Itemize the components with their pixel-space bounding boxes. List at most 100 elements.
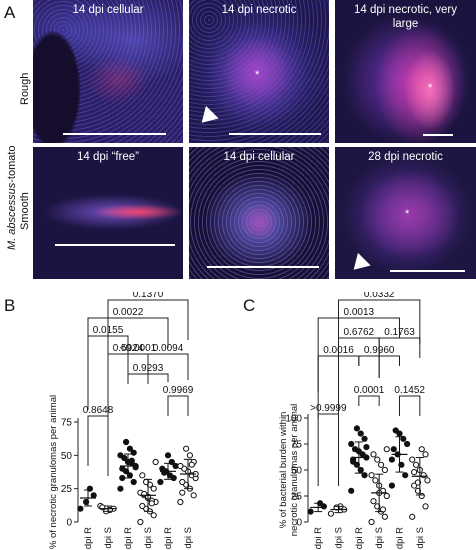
data-point <box>148 500 155 507</box>
tile-caption: 14 dpi “free” <box>76 151 139 163</box>
data-point <box>327 510 335 517</box>
data-point <box>123 438 130 446</box>
x-tick-label: 10 dpi S <box>103 527 114 550</box>
data-point <box>90 492 97 499</box>
data-point <box>363 444 370 451</box>
tile-caption: 14 dpi cellular <box>72 4 144 16</box>
data-point <box>383 492 390 500</box>
data-point <box>400 435 407 442</box>
x-tick-label: 10 dpi S <box>334 527 345 550</box>
panel-c-letter: C <box>243 296 256 315</box>
y-tick-label: 50 <box>291 466 303 477</box>
data-point <box>307 508 314 515</box>
data-point <box>117 485 124 492</box>
data-point <box>190 492 197 499</box>
necrosis-star: * <box>428 82 433 94</box>
data-point <box>188 461 195 468</box>
x-tick-label: 14 dpi S <box>374 527 385 550</box>
p-value-label: 0.0013 <box>344 307 375 318</box>
data-point <box>390 446 397 453</box>
arrowhead-icon <box>195 105 219 130</box>
tile-caption: 14 dpi necrotic, very large <box>354 4 457 30</box>
y-tick-label: 25 <box>291 492 303 503</box>
micrograph-tile-6: 28 dpi necrotic * <box>335 147 476 279</box>
data-point <box>152 458 159 466</box>
y-tick-label: 0 <box>296 518 302 529</box>
data-point <box>422 451 429 458</box>
data-point <box>166 472 173 479</box>
p-value-label: 0.8648 <box>83 405 114 416</box>
scale-bar <box>423 134 453 136</box>
x-tick-label: 28 dpi S <box>415 527 426 550</box>
data-point <box>361 435 368 442</box>
data-point <box>381 513 388 520</box>
data-point <box>424 477 431 484</box>
data-point <box>139 502 146 510</box>
y-axis-label: % of necrotic granulomas per animal <box>48 395 59 549</box>
micrograph-tile-4: 14 dpi “free” <box>33 147 183 279</box>
data-point <box>374 456 381 463</box>
comparison-bracket <box>338 299 421 394</box>
comparison-bracket <box>87 415 109 476</box>
comparison-bracket <box>167 395 189 416</box>
scale-bar <box>229 133 321 135</box>
data-point <box>348 440 355 448</box>
micrograph-tile-1: 14 dpi cellular <box>33 0 183 143</box>
y-tick-label: 0 <box>66 518 72 529</box>
x-tick-label: 28 dpi S <box>183 527 194 550</box>
p-value-label: 0.0001 <box>354 385 385 396</box>
data-point <box>383 446 390 453</box>
data-point <box>381 466 388 474</box>
micrograph-tile-2: 14 dpi necrotic * <box>189 0 329 143</box>
comparison-bracket <box>358 395 380 406</box>
comparison-bracket <box>317 317 400 392</box>
data-point <box>77 505 84 512</box>
data-point <box>186 452 193 459</box>
scale-bar <box>390 270 465 272</box>
data-point <box>412 461 420 468</box>
data-point <box>392 427 399 434</box>
micrograph-tile-3: 14 dpi necrotic, very large * <box>335 0 476 143</box>
data-point <box>402 472 409 479</box>
data-point <box>414 479 422 486</box>
data-point <box>357 466 364 474</box>
x-tick-label: 14 dpi S <box>143 527 154 550</box>
p-value-label: 0.9969 <box>163 385 194 396</box>
data-point <box>370 498 377 505</box>
data-point <box>130 478 137 486</box>
y-tick-label: 50 <box>61 451 73 462</box>
data-point <box>164 452 172 459</box>
data-point <box>117 452 124 459</box>
scale-bar <box>63 133 166 135</box>
x-tick-label: 28 dpi R <box>395 527 406 550</box>
data-point <box>139 472 146 479</box>
chart-c: 0 25 50 75 100% of bacterial burden within ne… <box>278 292 431 550</box>
tile-caption: 14 dpi necrotic <box>221 4 297 16</box>
data-point <box>388 482 395 489</box>
data-point <box>157 478 164 486</box>
data-point <box>377 461 385 468</box>
data-point <box>348 487 355 494</box>
p-value-label: 0.0022 <box>113 307 144 318</box>
data-point <box>119 465 126 472</box>
data-point <box>372 477 379 484</box>
scale-bar <box>207 266 319 268</box>
y-tick-label: 100 <box>285 414 302 425</box>
data-point <box>379 506 387 513</box>
data-point <box>177 462 184 470</box>
data-point <box>414 487 422 494</box>
x-tick-label: 14 dpi R <box>354 527 365 550</box>
data-point <box>350 458 357 465</box>
micrograph-tile-5: 14 dpi cellular <box>189 147 329 279</box>
data-point <box>374 503 381 510</box>
p-value-label: 0.5924 <box>113 343 144 354</box>
data-point <box>418 446 425 453</box>
data-point <box>409 513 416 520</box>
panel-a-letter: A <box>4 3 16 22</box>
panel-b-letter: B <box>4 296 16 315</box>
arrowhead-icon <box>347 252 371 277</box>
scale-bar <box>55 244 175 246</box>
necrosis-star: * <box>405 208 410 220</box>
y-tick-label: 25 <box>61 484 73 495</box>
y-axis-label: % of bacterial burden within <box>278 412 289 529</box>
